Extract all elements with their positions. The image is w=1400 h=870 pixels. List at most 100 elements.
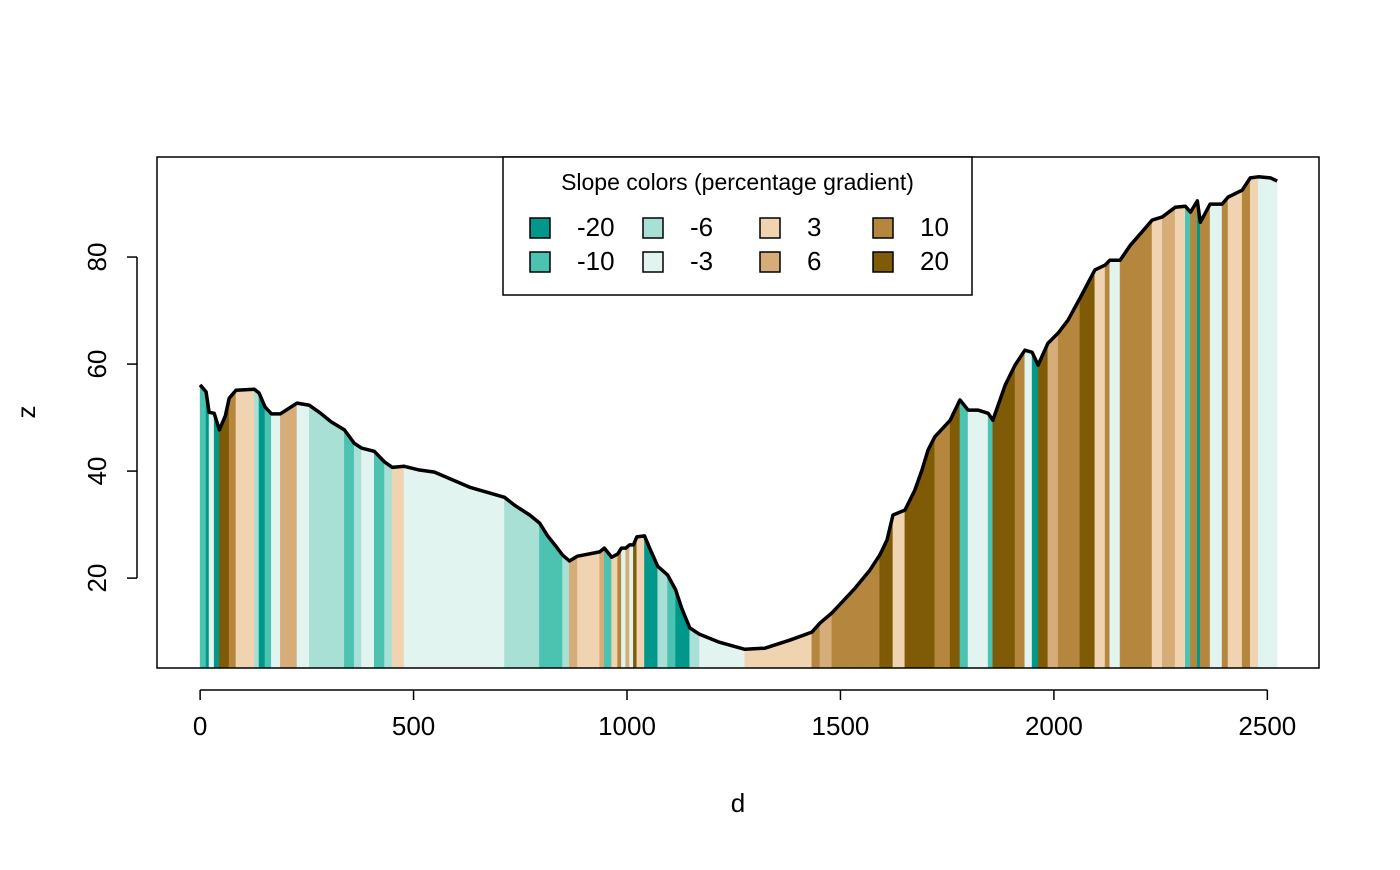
slope-segment	[992, 384, 1006, 669]
slope-segment	[934, 419, 951, 669]
slope-segment	[644, 535, 650, 669]
slope-segment	[1094, 264, 1106, 669]
legend-label: -20	[577, 212, 615, 242]
slope-segment	[434, 471, 470, 669]
slope-segment	[1024, 349, 1033, 669]
slope-segment	[547, 534, 557, 669]
slope-segment	[636, 535, 645, 669]
slope-segment	[562, 554, 570, 669]
legend: Slope colors (percentage gradient) -20 -10…	[502, 156, 973, 296]
x-tick-label: 1000	[598, 711, 656, 741]
slope-segment	[959, 399, 969, 669]
slope-segment	[384, 461, 393, 669]
slope-segment	[199, 384, 207, 669]
slope-segment	[1227, 189, 1243, 669]
slope-segment	[555, 545, 563, 669]
slope-segment	[879, 539, 888, 669]
slope-segment	[577, 551, 600, 669]
legend-box	[502, 156, 973, 296]
slope-segment	[1190, 199, 1198, 669]
slope-segment	[1079, 269, 1096, 669]
slope-segment	[633, 536, 638, 669]
slope-segment	[621, 547, 627, 669]
legend-label: 20	[920, 246, 949, 276]
slope-segment	[1037, 343, 1049, 669]
slope-segment	[967, 409, 979, 669]
slope-segment	[1258, 176, 1271, 669]
slope-segment	[569, 555, 578, 669]
slope-segment	[1162, 206, 1176, 669]
x-axis-label: d	[731, 788, 745, 818]
legend-label: -10	[577, 246, 615, 276]
slope-segment	[904, 490, 916, 669]
slope-segment	[604, 547, 612, 669]
slope-segment	[1200, 203, 1211, 669]
slope-segment	[403, 465, 420, 669]
slope-segment	[514, 504, 530, 669]
slope-segment	[344, 428, 355, 669]
y-tick-label: 60	[82, 350, 112, 379]
slope-segment	[1014, 349, 1026, 669]
slope-segment	[892, 509, 906, 669]
slope-segment	[1047, 332, 1059, 669]
slope-segment	[617, 547, 622, 669]
slope-segment	[235, 388, 255, 669]
slope-segment	[205, 391, 210, 669]
slope-segment	[1104, 259, 1111, 669]
profile-line	[198, 175, 1278, 652]
legend-label: -3	[690, 246, 713, 276]
slope-segment	[1031, 352, 1039, 669]
slope-segment	[1144, 219, 1153, 669]
slope-segment	[225, 398, 230, 669]
legend-swatch	[642, 251, 664, 273]
slope-segment	[1130, 227, 1146, 669]
slope-segment	[1151, 216, 1163, 669]
legend-label: -6	[690, 212, 713, 242]
slope-segment	[1119, 244, 1131, 669]
slope-segment	[228, 389, 237, 669]
x-tick-label: 1500	[812, 711, 870, 741]
legend-swatch	[872, 251, 894, 273]
slope-segment	[1004, 365, 1016, 669]
slope-segment	[1109, 259, 1121, 669]
y-tick-label: 80	[82, 243, 112, 272]
slope-segment	[296, 402, 310, 669]
legend-swatch	[529, 251, 551, 273]
slope-segment	[254, 388, 260, 669]
slope-segment	[264, 406, 272, 669]
slope-segment	[419, 469, 435, 669]
slope-segment	[921, 450, 929, 669]
slope-segment	[1249, 176, 1259, 669]
slope-segment	[914, 469, 923, 669]
slope-segment	[625, 544, 630, 669]
legend-label: 3	[807, 212, 821, 242]
legend-swatch	[872, 217, 894, 239]
slope-segment	[949, 399, 961, 669]
slope-segment	[469, 486, 505, 669]
slope-segment	[611, 553, 618, 669]
slope-segment	[271, 413, 281, 669]
slope-segment	[361, 447, 375, 669]
slope-segment	[1209, 203, 1223, 669]
x-tick-label: 2500	[1238, 711, 1296, 741]
legend-title: Slope colors (percentage gradient)	[561, 169, 914, 195]
slope-segment	[1185, 205, 1191, 669]
slope-segment	[744, 647, 766, 669]
slope-segment	[353, 442, 362, 669]
legend-label: 10	[920, 212, 949, 242]
slope-segment	[1067, 298, 1081, 669]
y-tick-label: 40	[82, 457, 112, 486]
y-tick-label: 20	[82, 564, 112, 593]
slope-segment	[504, 496, 516, 669]
slope-segment	[391, 465, 405, 669]
slope-segment	[309, 404, 322, 669]
slope-segment	[1241, 176, 1251, 669]
legend-label: 6	[807, 246, 821, 276]
slope-segment	[1270, 177, 1278, 669]
slope-segment	[219, 415, 226, 669]
slope-segment	[1174, 205, 1186, 669]
slope-segment	[1221, 196, 1229, 669]
slope-segment	[321, 413, 332, 669]
legend-swatch	[759, 217, 781, 239]
